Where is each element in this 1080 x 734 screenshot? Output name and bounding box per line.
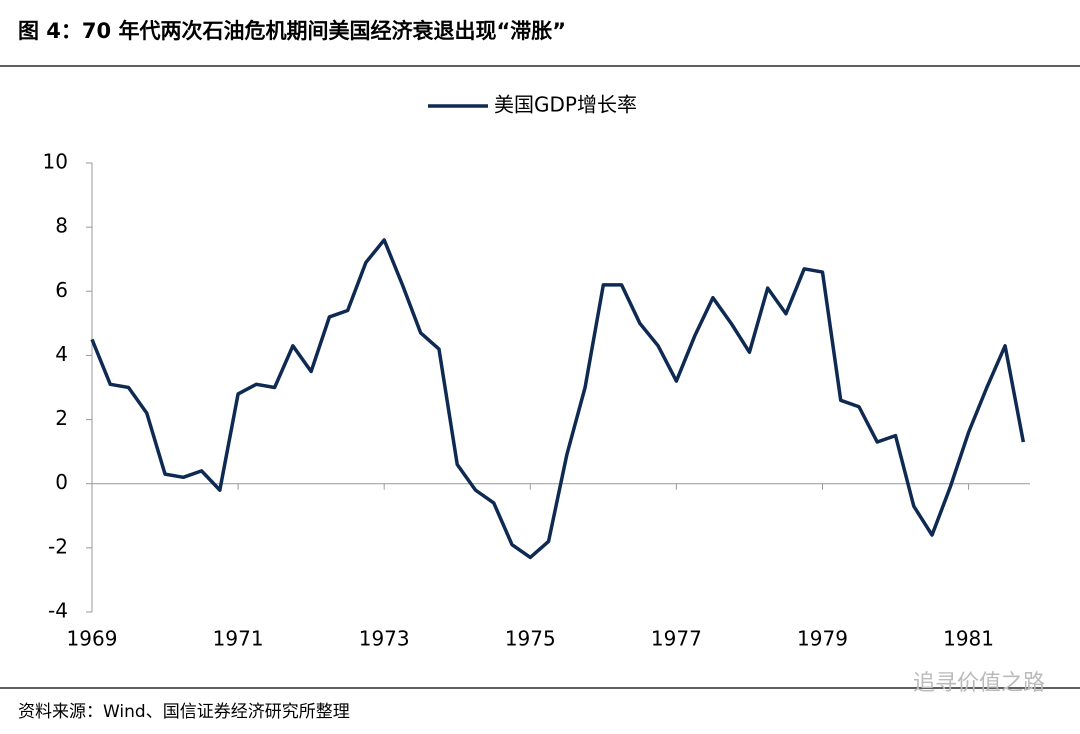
x-tick-label: 1981	[943, 627, 994, 651]
y-tick-label: -2	[48, 534, 68, 558]
x-tick-label: 1969	[67, 627, 118, 651]
data-line	[90, 238, 1026, 560]
y-tick-label: 6	[55, 278, 68, 302]
legend-label: 美国GDP增长率	[494, 93, 637, 117]
y-tick-label: -4	[48, 599, 68, 623]
y-tick-label: 0	[55, 470, 68, 494]
x-tick-label: 1973	[359, 627, 410, 651]
x-tick-label: 1975	[505, 627, 556, 651]
x-tick-label: 1971	[213, 627, 264, 651]
y-tick-label: 8	[55, 214, 68, 238]
watermark: 追寻价值之路	[913, 671, 1045, 696]
y-tick-label: 4	[55, 342, 68, 366]
y-tick-label: 10	[43, 150, 68, 174]
x-tick-label: 1979	[797, 627, 848, 651]
x-tick-label: 1977	[651, 627, 702, 651]
source-note: 资料来源：Wind、国信证券经济研究所整理	[18, 702, 350, 722]
figure-title: 图 4：70 年代两次石油危机期间美国经济衰退出现“滞胀”	[18, 19, 566, 43]
y-tick-label: 2	[55, 406, 68, 430]
